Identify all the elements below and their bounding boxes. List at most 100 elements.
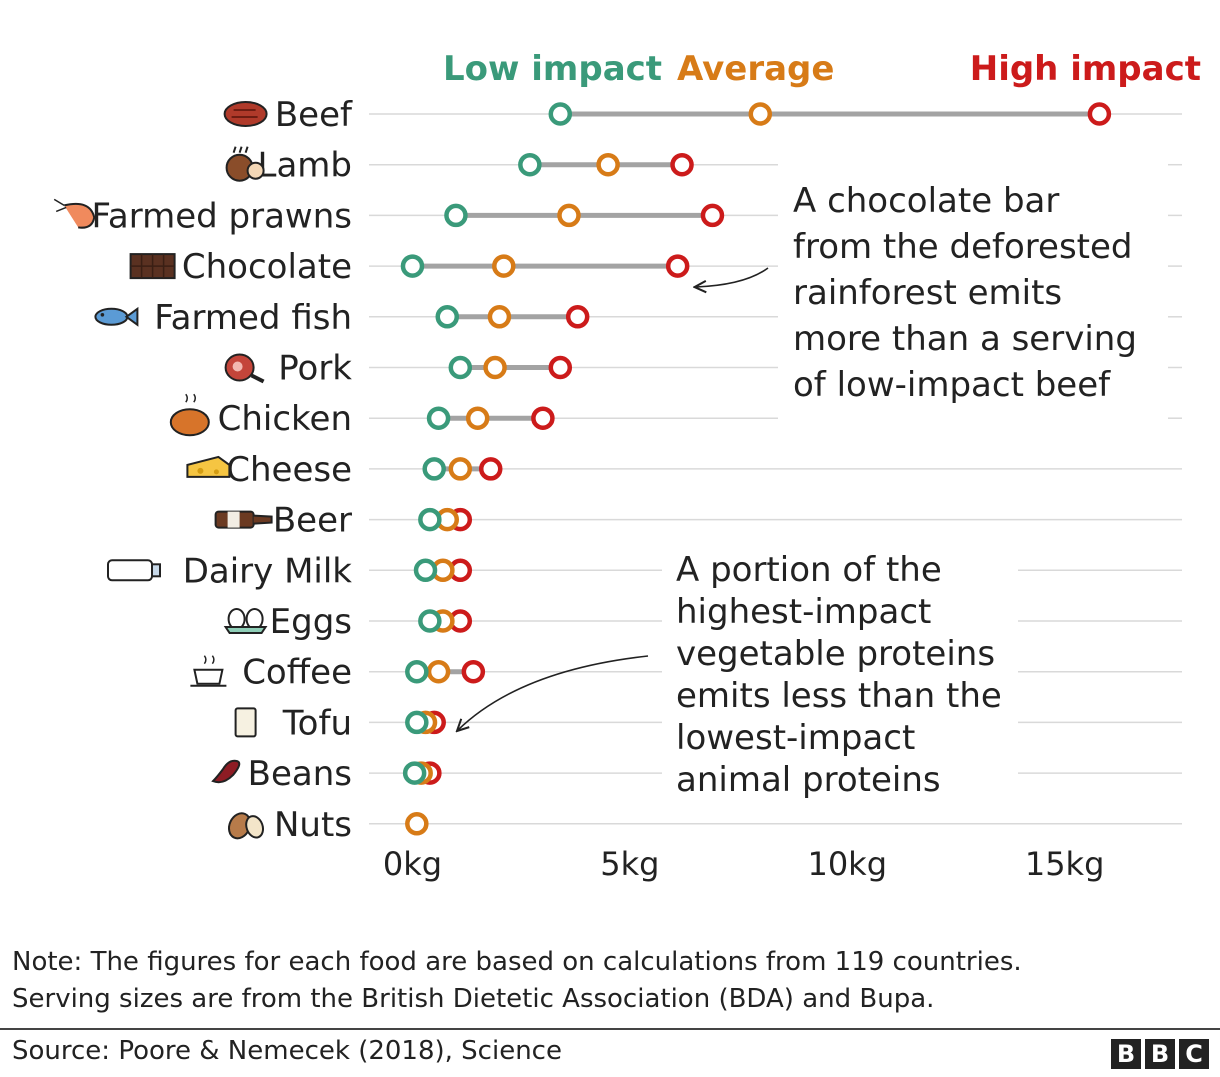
roast-chicken-icon <box>169 393 210 437</box>
high-impact-marker <box>1087 102 1112 126</box>
annotation-line: A portion of the <box>676 550 942 590</box>
high-impact-marker <box>665 254 690 278</box>
x-tick-label: 15kg <box>1025 845 1105 883</box>
prawn-icon <box>53 198 96 229</box>
low-impact-marker <box>426 406 451 430</box>
chart-row: Coffee <box>190 653 1182 693</box>
annotation-arrow <box>458 655 649 730</box>
low-impact-marker <box>444 203 468 228</box>
footnote-line-1: Note: The figures for each food are base… <box>12 947 1022 977</box>
low-impact-marker <box>418 609 442 633</box>
chart-row: Lamb <box>225 146 1182 186</box>
chart-row: Pork <box>224 349 1182 389</box>
category-label: Farmed prawns <box>91 196 352 236</box>
average-marker <box>405 812 429 836</box>
low-impact-marker <box>405 710 429 735</box>
annotation-line: rainforest emits <box>793 273 1062 313</box>
annotation-line: animal proteins <box>676 760 941 800</box>
high-impact-marker <box>461 659 486 684</box>
chart-row: Beef <box>223 95 1182 135</box>
low-impact-marker <box>548 102 573 126</box>
category-label: Tofu <box>282 703 352 743</box>
beer-bottle-icon <box>214 510 273 529</box>
category-label: Farmed fish <box>154 298 352 338</box>
legend-high: High impact <box>970 49 1201 89</box>
annotation-vegetable: A portion of the highest-impact vegetabl… <box>458 550 1013 800</box>
fish-icon <box>94 306 139 327</box>
average-marker <box>596 152 620 177</box>
category-label: Chicken <box>218 399 352 439</box>
annotation-line: vegetable proteins <box>676 634 995 674</box>
high-impact-marker <box>670 152 694 177</box>
annotation-line: emits less than the <box>676 676 1002 716</box>
eggs-icon <box>223 608 268 634</box>
chart-row: Beer <box>214 501 1182 541</box>
annotation-arrow <box>696 267 769 287</box>
low-impact-marker <box>402 761 427 785</box>
dumbbell-chart: Low impact Average High impact Beef Lamb F… <box>53 49 1201 883</box>
x-axis: 0kg 5kg 10kg 15kg <box>383 845 1105 883</box>
category-label: Dairy Milk <box>183 551 353 591</box>
average-marker <box>448 457 473 481</box>
category-label: Beans <box>248 754 352 794</box>
x-tick-label: 10kg <box>807 845 887 883</box>
chart-row: Chocolate <box>129 247 1182 287</box>
category-label: Cheese <box>226 450 352 490</box>
chart-row: Farmed prawns <box>53 196 1182 236</box>
chart-row: Farmed fish <box>94 298 1182 338</box>
footer-divider <box>0 1028 1220 1030</box>
x-tick-label: 5kg <box>600 845 659 883</box>
svg-text:A chocolate bar from the: A chocolate bar from the deforested rain… <box>793 181 1148 405</box>
annotation-line: of low-impact beef <box>793 365 1111 405</box>
chart-row: Tofu <box>234 703 1182 743</box>
chart-row: Dairy Milk <box>107 551 1182 591</box>
lamb-leg-icon <box>225 146 265 182</box>
category-label: Coffee <box>242 653 352 693</box>
chart-row: Nuts <box>228 805 1182 845</box>
average-marker <box>483 355 507 380</box>
category-label: Lamb <box>258 146 352 186</box>
annotation-line: lowest-impact <box>676 718 915 758</box>
source-text: Source: Poore & Nemecek (2018), Science <box>12 1036 562 1066</box>
legend: Low impact Average High impact <box>443 49 1201 89</box>
steak-icon <box>223 101 268 127</box>
chocolate-bar-icon <box>129 253 176 280</box>
average-marker <box>465 406 490 430</box>
legend-average: Average <box>677 49 834 89</box>
cheese-icon <box>186 455 231 478</box>
high-impact-marker <box>531 406 555 430</box>
nuts-icon <box>228 812 265 840</box>
footnote-line-2: Serving sizes are from the British Diete… <box>12 984 935 1014</box>
ham-icon <box>224 353 265 384</box>
low-impact-marker <box>435 305 460 329</box>
average-marker <box>748 102 773 126</box>
chart-row: Cheese <box>186 450 1182 490</box>
tofu-icon <box>234 707 257 738</box>
average-marker <box>557 203 581 228</box>
high-impact-marker <box>548 355 573 380</box>
average-marker <box>492 254 516 278</box>
annotation-line: from the deforested <box>793 227 1133 267</box>
logo-letter: C <box>1179 1039 1209 1069</box>
average-marker <box>426 659 451 684</box>
category-label: Pork <box>278 349 352 389</box>
logo-letter: B <box>1111 1039 1141 1069</box>
chart-row: Chicken <box>169 393 1182 439</box>
chart-row: Beans <box>211 754 1182 794</box>
logo-letter: B <box>1145 1039 1175 1069</box>
annotation-line: A chocolate bar <box>793 181 1059 221</box>
low-impact-marker <box>518 152 542 177</box>
annotation-line: highest-impact <box>676 592 931 632</box>
average-marker <box>487 305 512 329</box>
bean-icon <box>211 759 241 784</box>
low-impact-marker <box>400 254 425 278</box>
category-label: Beer <box>273 501 352 541</box>
category-label: Chocolate <box>182 247 352 287</box>
coffee-cup-icon <box>190 655 227 687</box>
chart-rows: Beef Lamb Farmed prawns Chocolate Farmed fis… <box>53 95 1182 845</box>
high-impact-marker <box>700 203 725 228</box>
high-impact-marker <box>478 457 503 481</box>
low-impact-marker <box>448 355 473 380</box>
x-tick-label: 0kg <box>383 845 442 883</box>
svg-text:A portion of the highest: A portion of the highest-impact vegetabl… <box>676 550 1013 800</box>
